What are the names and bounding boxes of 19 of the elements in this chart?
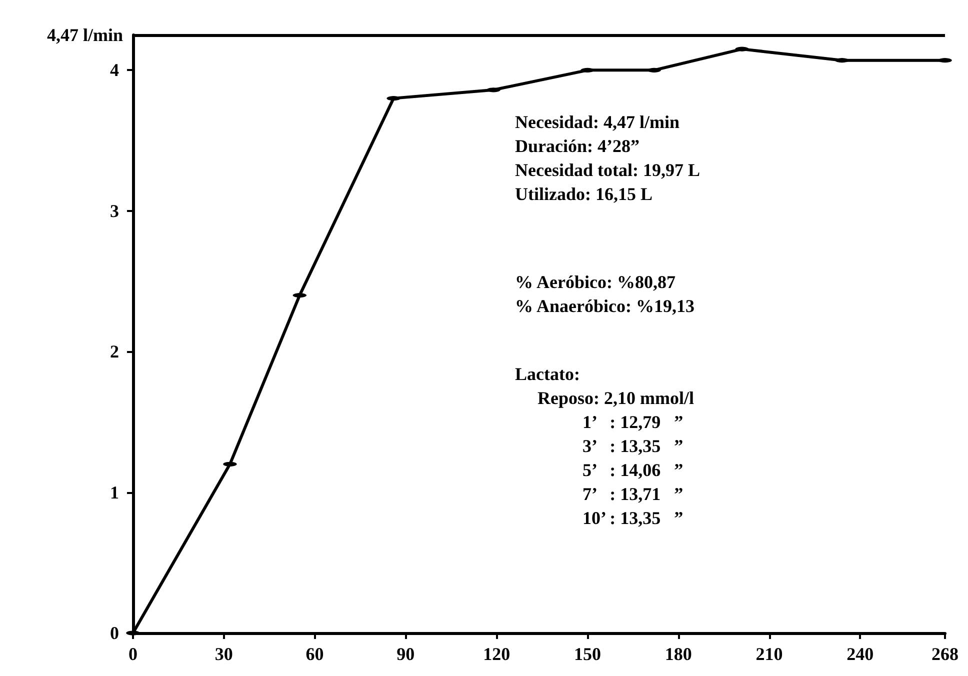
- x-tick-label: 60: [306, 644, 324, 664]
- y-axis-title: 4,47 l/min: [46, 25, 123, 45]
- x-tick-label: 120: [483, 644, 510, 664]
- x-tick-label: 150: [574, 644, 601, 664]
- x-tick-label: 0: [128, 644, 138, 664]
- x-tick-label: 90: [396, 644, 415, 664]
- x-tick-label: 30: [214, 644, 233, 664]
- annotation: Necesidad: 4,47 l/min Duración: 4’28” Necesidad total: 19,97 L Utilizado: 16,15 L: [515, 112, 700, 204]
- y-tick-label: 2: [110, 342, 119, 362]
- x-tick-label: 268: [932, 644, 958, 664]
- y-tick-label: 1: [110, 482, 119, 502]
- x-tick-label: 210: [756, 644, 783, 664]
- y-tick-label: 0: [110, 623, 119, 643]
- annotation: Lactato: Reposo: 2,10 mmol/l 1’ : 12,79 ” 3’ : 13,35 ” 5’ : 14,06 ” 7’ : 13,71 ” 10’ : 13,35 ”: [515, 364, 694, 528]
- annotation: % Aeróbico: %80,87 % Anaeróbico: %19,13: [515, 272, 694, 316]
- x-tick-label: 180: [664, 644, 692, 664]
- x-tick-label: 240: [846, 644, 874, 664]
- y-tick-label: 3: [110, 200, 119, 221]
- y-tick-label: 4: [110, 60, 119, 80]
